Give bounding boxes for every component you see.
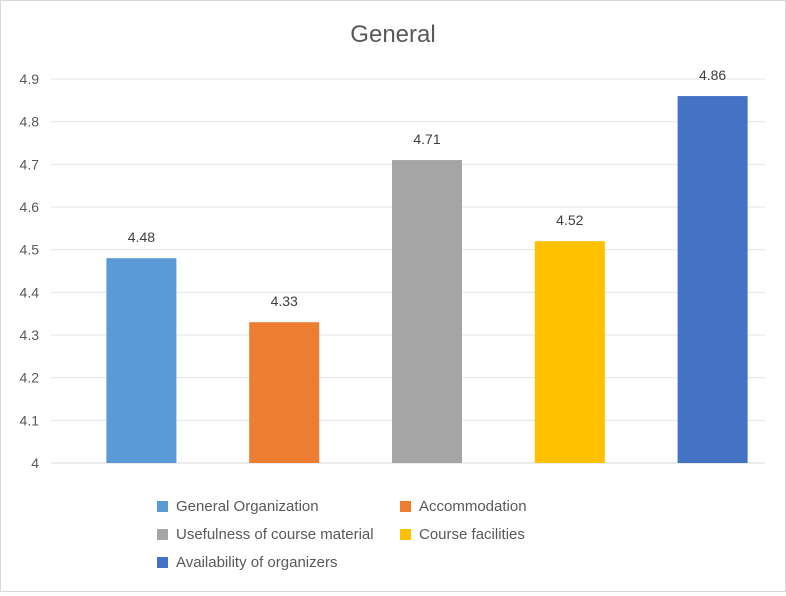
legend-item: Availability of organizers [157,553,337,573]
y-tick-label: 4.8 [20,114,40,130]
y-tick-label: 4 [31,455,39,471]
legend-item: Course facilities [400,525,525,545]
legend-swatch [400,500,411,512]
bar [106,258,177,463]
bar [534,241,605,463]
y-axis-ticks: 4 4.1 4.2 4.3 4.4 4.5 4.6 4.7 4.8 4.9 [20,71,40,471]
chart-title: General [350,21,435,48]
legend-label: Accommodation [419,498,527,515]
legend-label: Usefulness of course material [176,526,374,543]
data-labels: 4.48 4.33 4.71 4.52 4.86 [128,67,727,309]
bar [392,160,462,464]
bar [677,96,748,464]
data-label: 4.48 [128,229,155,245]
y-tick-label: 4.5 [20,242,40,258]
legend-label: Course facilities [419,526,525,543]
y-tick-label: 4.9 [20,71,40,87]
y-tick-label: 4.1 [20,412,40,428]
legend-swatch [157,528,168,540]
y-tick-label: 4.3 [20,327,40,343]
legend-swatch [157,556,168,568]
bars [106,96,748,464]
data-label: 4.33 [271,293,298,309]
legend-item: Usefulness of course material [157,525,374,545]
legend-label: General Organization [176,498,319,515]
legend-label: Availability of organizers [176,554,338,571]
legend-swatch [400,528,411,540]
y-tick-label: 4.6 [20,199,40,215]
data-label: 4.71 [413,131,440,147]
legend-item: General Organization [157,497,319,517]
legend-swatch [157,500,168,512]
bar [249,322,320,463]
data-label: 4.86 [699,67,726,83]
legend-item: Accommodation [400,497,527,517]
y-tick-label: 4.7 [20,156,40,172]
y-tick-label: 4.2 [20,370,40,386]
data-label: 4.52 [556,212,583,228]
y-tick-label: 4.4 [20,284,40,300]
